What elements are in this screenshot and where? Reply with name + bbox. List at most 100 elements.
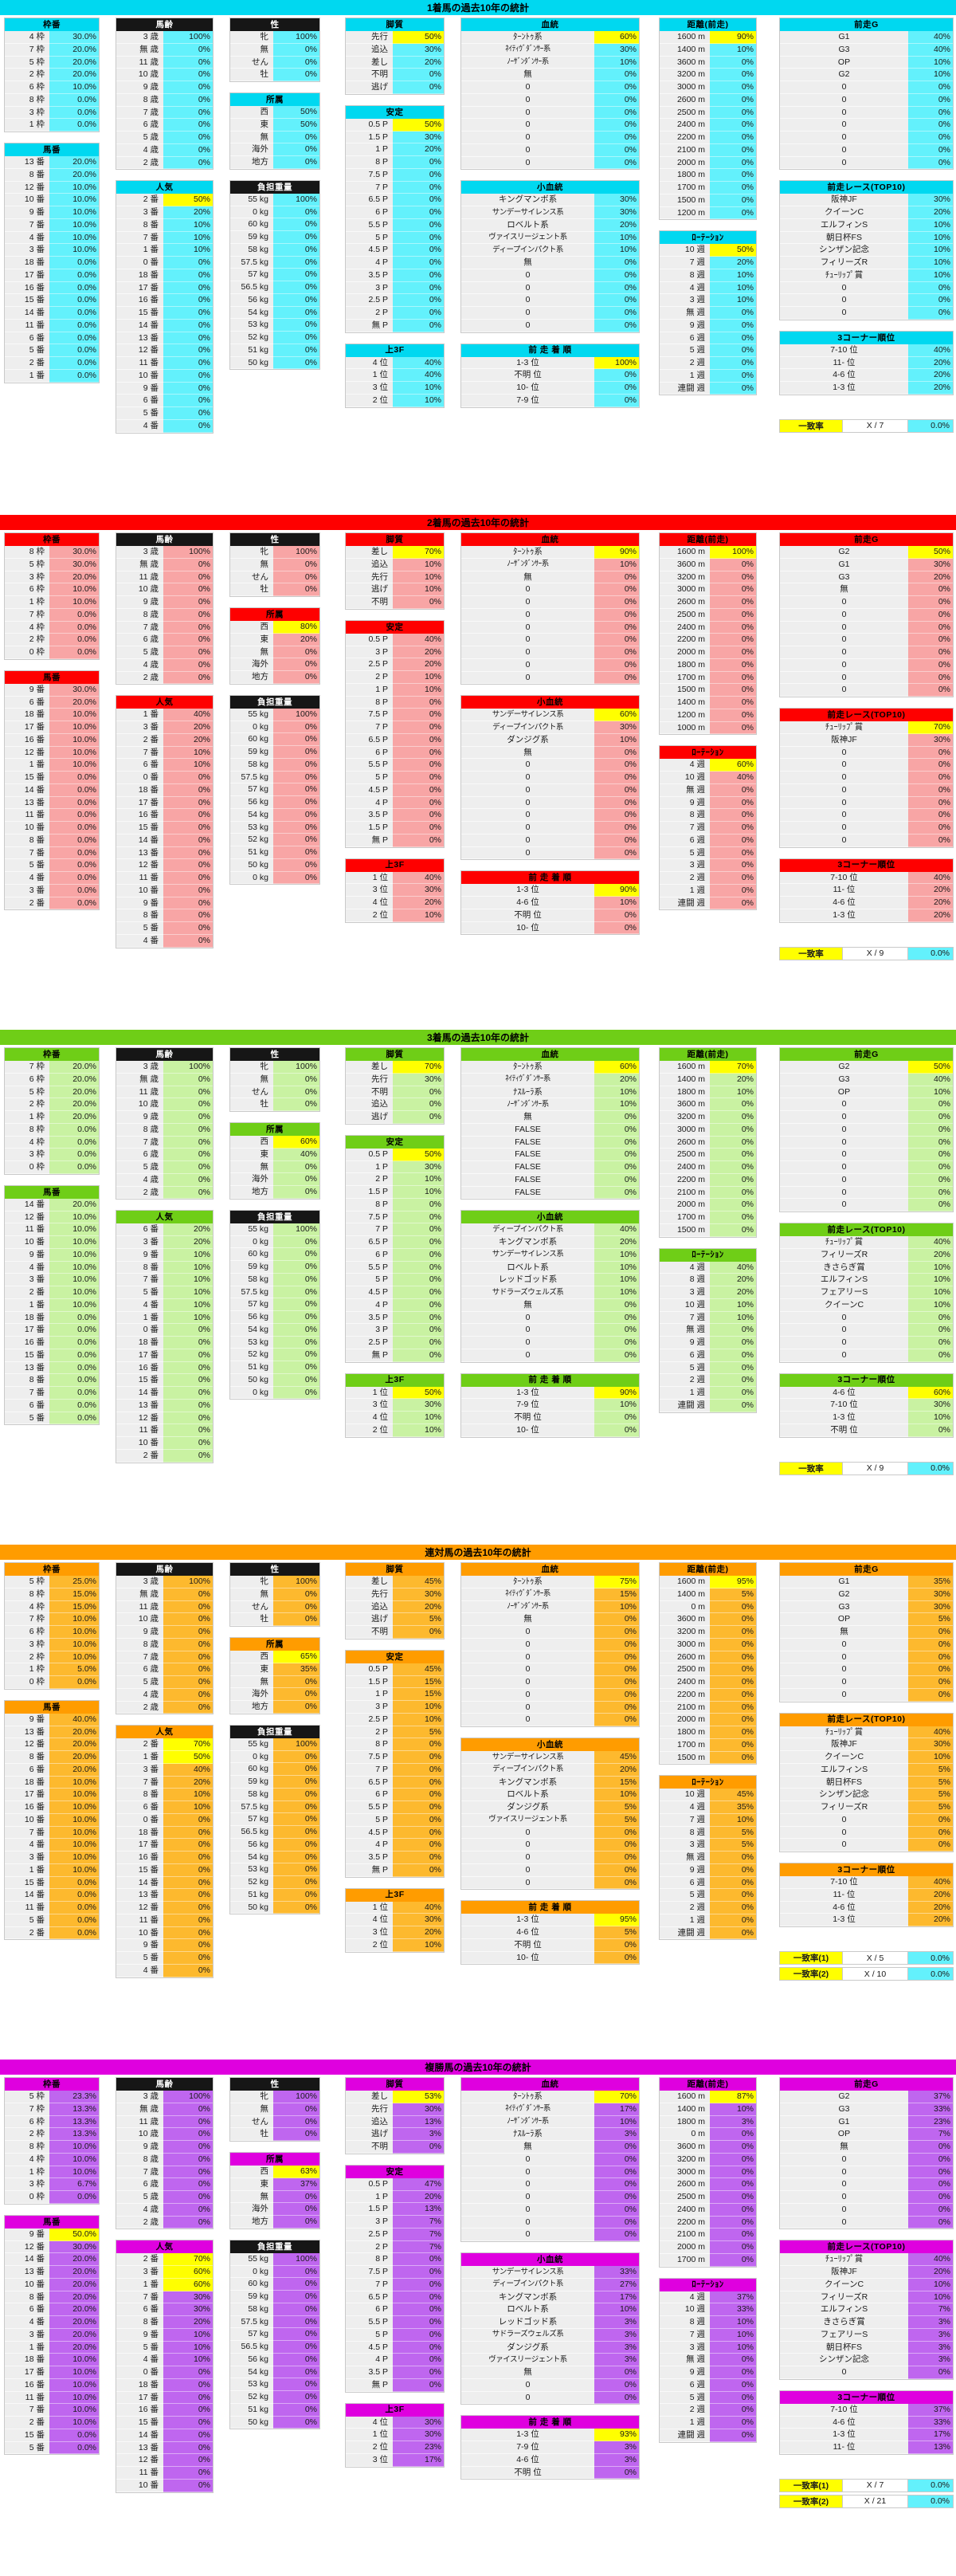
stat-row: 7 番 0.0% — [5, 1387, 99, 1400]
stat-label: エルフィンS — [780, 1274, 908, 1286]
stat-value: 0% — [273, 2341, 319, 2354]
stat-label: 0 — [780, 2178, 908, 2191]
stat-row: 51 kg 0% — [230, 2403, 319, 2417]
stat-label: レッドゴッド系 — [461, 2316, 594, 2329]
stat-label: 海外 — [230, 143, 273, 156]
stat-row: 無 P 0% — [346, 834, 444, 847]
stat-label: 0 — [780, 281, 908, 295]
stat-label: 6 枠 — [5, 2115, 49, 2129]
stat-label: 0 — [461, 783, 594, 797]
stat-value: 20.0% — [49, 1198, 99, 1211]
stat-label: 0 — [461, 2178, 594, 2191]
stat-label: 6 番 — [5, 1763, 49, 1777]
stat-value: 0% — [273, 1261, 319, 1274]
stat-value: 15% — [393, 1688, 444, 1701]
table-header-corner3: 3コーナー順位 — [780, 858, 953, 872]
stat-label: サンデーサイレンス系 — [461, 2266, 594, 2279]
stat-row: 阪神JF 30% — [780, 194, 953, 206]
stat-label: 逃げ — [346, 81, 393, 94]
stat-label: ディープインパクト系 — [461, 721, 594, 734]
stat-label: 10 週 — [660, 1298, 710, 1312]
stat-value: 0.0% — [49, 257, 99, 269]
stat-label: 0 — [461, 608, 594, 622]
stat-label: 0 — [780, 2153, 908, 2166]
stat-label: 3200 m — [660, 1626, 710, 1639]
stat-row: 6 番 0% — [116, 395, 213, 407]
stat-row: 1 P 10% — [346, 683, 444, 697]
stat-label: 0 — [461, 1676, 594, 1689]
stat-value: 0% — [594, 796, 639, 810]
stat-value: 10% — [710, 1298, 756, 1312]
stat-value: 0% — [163, 934, 213, 948]
stat-label: 6 番 — [116, 1801, 163, 1814]
stat-value: 0% — [163, 834, 213, 847]
column-1: 枠番 5 枠 23.3% 7 枠 13.3% 6 枠 13.3% 2 枠 13.3% 8 枠 10.… — [4, 2077, 100, 2465]
stat-value: 10.0% — [49, 1298, 99, 1312]
stat-row: 不明 位 0% — [461, 369, 639, 382]
stat-label: せん — [230, 1086, 273, 1099]
stat-value: 0% — [594, 1638, 639, 1651]
stat-label: G3 — [780, 43, 908, 57]
stat-label: フィリーズR — [780, 1801, 908, 1814]
stat-row: 8 番 20.0% — [5, 2291, 99, 2304]
column-7: 前走G G2 50% G3 40% OP 10% 0 0% 0 0% 0 0% 0 0% 0 0% 0 0% 0 0% 0… — [779, 1047, 954, 1475]
table-header-last3f: 上3F — [346, 1373, 444, 1387]
stat-label: 57 kg — [230, 2328, 273, 2341]
table-run-style: 脚質 差し 53% 先行 30% 追込 13% 逃げ 3% 不明 0% — [345, 2077, 445, 2154]
stat-label: 逃げ — [346, 583, 393, 596]
stat-row: ﾈｲﾃｨｳﾞﾀﾞﾝｻｰ系 15% — [461, 1588, 639, 1601]
stat-label: 4 歳 — [116, 143, 163, 157]
stat-row: 17 番 0.0% — [5, 1324, 99, 1337]
table-frame-number: 枠番 7 枠 20.0% 6 枠 20.0% 5 枠 20.0% 2 枠 20.0% 1 枠 20.… — [4, 1047, 100, 1175]
stat-value: 10.0% — [49, 2378, 99, 2392]
stat-row: 0 0% — [780, 1311, 953, 1325]
stat-value: 0% — [710, 1149, 756, 1161]
stat-value: 33% — [710, 2303, 756, 2316]
stat-value: 5% — [908, 1763, 953, 1777]
stat-row: 0 0% — [780, 1111, 953, 1124]
stat-value: 5% — [594, 1801, 639, 1814]
stat-value: 10.0% — [49, 206, 99, 219]
stat-label: サンデーサイレンス系 — [461, 1248, 594, 1262]
stat-row: 1700 m 0% — [660, 182, 756, 194]
stat-row: 6 番 0.0% — [5, 332, 99, 345]
table-last-race: 前走レース(TOP10) 阪神JF 30% クイーンC 20% エルフィンS 10% 朝日杯F… — [779, 180, 954, 320]
stat-label: フィリーズR — [780, 1248, 908, 1262]
stat-value: 60% — [908, 1386, 953, 1400]
stat-value: 10% — [393, 382, 444, 395]
stat-label: ロベルト系 — [461, 218, 594, 232]
stat-label: 0 — [461, 106, 594, 120]
stat-label: 無 週 — [660, 307, 710, 320]
stat-row: 8 週 20% — [660, 1274, 756, 1286]
stat-label: 1-3 位 — [461, 356, 594, 370]
stat-value: 0% — [594, 2178, 639, 2191]
stat-row: 50 kg 0% — [230, 1901, 319, 1914]
stat-row: 9 番 0% — [116, 897, 213, 910]
stat-row: 12 番 10.0% — [5, 1211, 99, 1224]
stat-value: 0.0% — [49, 1337, 99, 1349]
stat-value: 0% — [163, 357, 213, 370]
stat-row: 無 0% — [230, 1675, 319, 1689]
stat-value: 0% — [594, 646, 639, 659]
stat-label: 3 P — [346, 1701, 393, 1714]
stat-row: 7.5 P 0% — [346, 709, 444, 721]
table-header-run-style: 脚質 — [346, 1563, 444, 1576]
stat-label: 8 番 — [5, 2291, 49, 2304]
stat-value: 10.0% — [49, 1826, 99, 1840]
stat-row: 6 歳 0% — [116, 1663, 213, 1676]
stat-row: 3 番 10.0% — [5, 1852, 99, 1864]
stat-value: 23.3% — [49, 2091, 99, 2103]
stat-row: 2 番 10.0% — [5, 2417, 99, 2429]
stat-value: 40% — [710, 1261, 756, 1274]
stat-label: 2500 m — [660, 608, 710, 622]
stat-value: 0% — [710, 1726, 756, 1739]
stat-row: 7 枠 13.3% — [5, 2103, 99, 2116]
stat-row: 4 番 10% — [116, 1298, 213, 1312]
table-header-last-grade: 前走G — [780, 1048, 953, 1061]
stat-label: 無 歳 — [116, 43, 163, 57]
stat-value: 0% — [393, 269, 444, 282]
stat-value: 0% — [163, 2141, 213, 2154]
stat-value: 0% — [908, 822, 953, 834]
stat-row: ﾀｰﾝﾄｩ系 60% — [461, 1061, 639, 1074]
